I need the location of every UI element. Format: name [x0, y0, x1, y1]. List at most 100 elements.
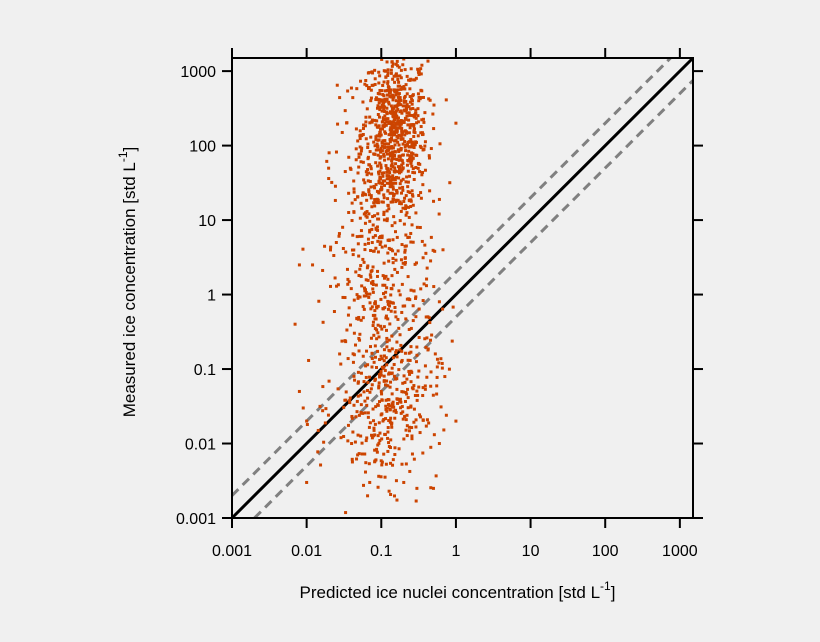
data-point: [404, 390, 408, 394]
data-point: [401, 185, 405, 189]
data-point: [380, 463, 384, 467]
data-point: [360, 206, 364, 210]
data-point: [356, 296, 360, 300]
data-point: [385, 177, 389, 181]
data-point: [429, 486, 433, 490]
data-point: [384, 75, 388, 79]
data-point: [378, 242, 382, 246]
data-point: [406, 140, 410, 144]
data-point: [393, 111, 397, 115]
data-point: [397, 100, 401, 104]
data-point: [387, 102, 391, 106]
data-point: [373, 198, 377, 202]
data-point: [391, 261, 395, 265]
data-point: [352, 187, 356, 191]
data-point: [379, 146, 383, 150]
data-point: [425, 375, 429, 379]
data-point: [357, 336, 361, 340]
data-point: [338, 96, 342, 100]
data-point: [374, 161, 378, 165]
data-point: [389, 180, 393, 184]
data-point: [385, 219, 389, 223]
data-point: [350, 442, 354, 446]
data-point: [373, 152, 377, 156]
data-point: [404, 99, 408, 103]
data-point: [390, 145, 394, 149]
data-point: [375, 447, 379, 451]
data-point: [364, 193, 368, 197]
data-point: [356, 380, 360, 384]
data-point: [405, 111, 409, 115]
data-point: [415, 121, 419, 125]
data-point: [419, 88, 423, 92]
data-point: [385, 93, 389, 97]
data-point: [356, 453, 360, 457]
data-point: [382, 193, 386, 197]
data-point: [415, 225, 419, 229]
data-point: [382, 418, 386, 422]
data-point: [442, 428, 446, 432]
data-point: [365, 403, 369, 407]
data-point: [376, 145, 380, 149]
factor-line-0.5: [253, 79, 695, 520]
data-point: [408, 140, 412, 144]
data-point: [435, 375, 439, 379]
data-point: [444, 413, 448, 417]
data-point: [361, 304, 365, 308]
data-point: [378, 74, 382, 78]
data-point: [389, 492, 393, 496]
data-point: [350, 460, 354, 464]
data-point: [421, 183, 425, 187]
data-point: [385, 148, 389, 152]
data-point: [407, 149, 411, 153]
data-point: [397, 158, 401, 162]
data-point: [399, 76, 403, 80]
data-point: [412, 407, 416, 411]
data-point: [401, 417, 405, 421]
data-point: [372, 419, 376, 423]
data-point: [364, 115, 368, 119]
data-point: [411, 93, 415, 97]
data-point: [380, 398, 384, 402]
data-point: [382, 348, 386, 352]
data-point: [391, 154, 395, 158]
data-point: [382, 452, 386, 456]
data-point: [392, 112, 396, 116]
data-point: [359, 410, 363, 414]
data-point: [396, 317, 400, 321]
data-point: [374, 137, 378, 141]
data-point: [408, 191, 412, 195]
data-point: [393, 154, 397, 158]
data-point: [414, 166, 418, 170]
data-point: [404, 233, 408, 237]
y-axis-title-text: Measured ice concentration [std L: [120, 162, 139, 417]
data-point: [350, 416, 354, 420]
data-point: [389, 416, 393, 420]
data-point: [381, 274, 385, 278]
data-point: [348, 323, 352, 327]
data-point: [419, 96, 423, 100]
data-point: [398, 126, 402, 130]
data-point: [332, 254, 336, 258]
data-point: [402, 199, 406, 203]
data-point: [397, 92, 401, 96]
data-point: [421, 256, 425, 260]
data-point: [406, 153, 410, 157]
data-point: [372, 249, 376, 253]
data-point: [438, 142, 442, 146]
data-point: [403, 414, 407, 418]
data-point: [384, 462, 388, 466]
data-point: [383, 368, 387, 372]
data-point: [352, 210, 356, 214]
data-point: [407, 205, 411, 209]
data-point: [384, 123, 388, 127]
data-point: [352, 353, 356, 357]
data-point: [404, 108, 408, 112]
data-point: [392, 215, 396, 219]
data-point: [386, 307, 390, 311]
data-point: [370, 118, 374, 122]
data-point: [371, 215, 375, 219]
data-point: [354, 270, 358, 274]
data-point: [370, 351, 374, 355]
data-point: [375, 200, 379, 204]
